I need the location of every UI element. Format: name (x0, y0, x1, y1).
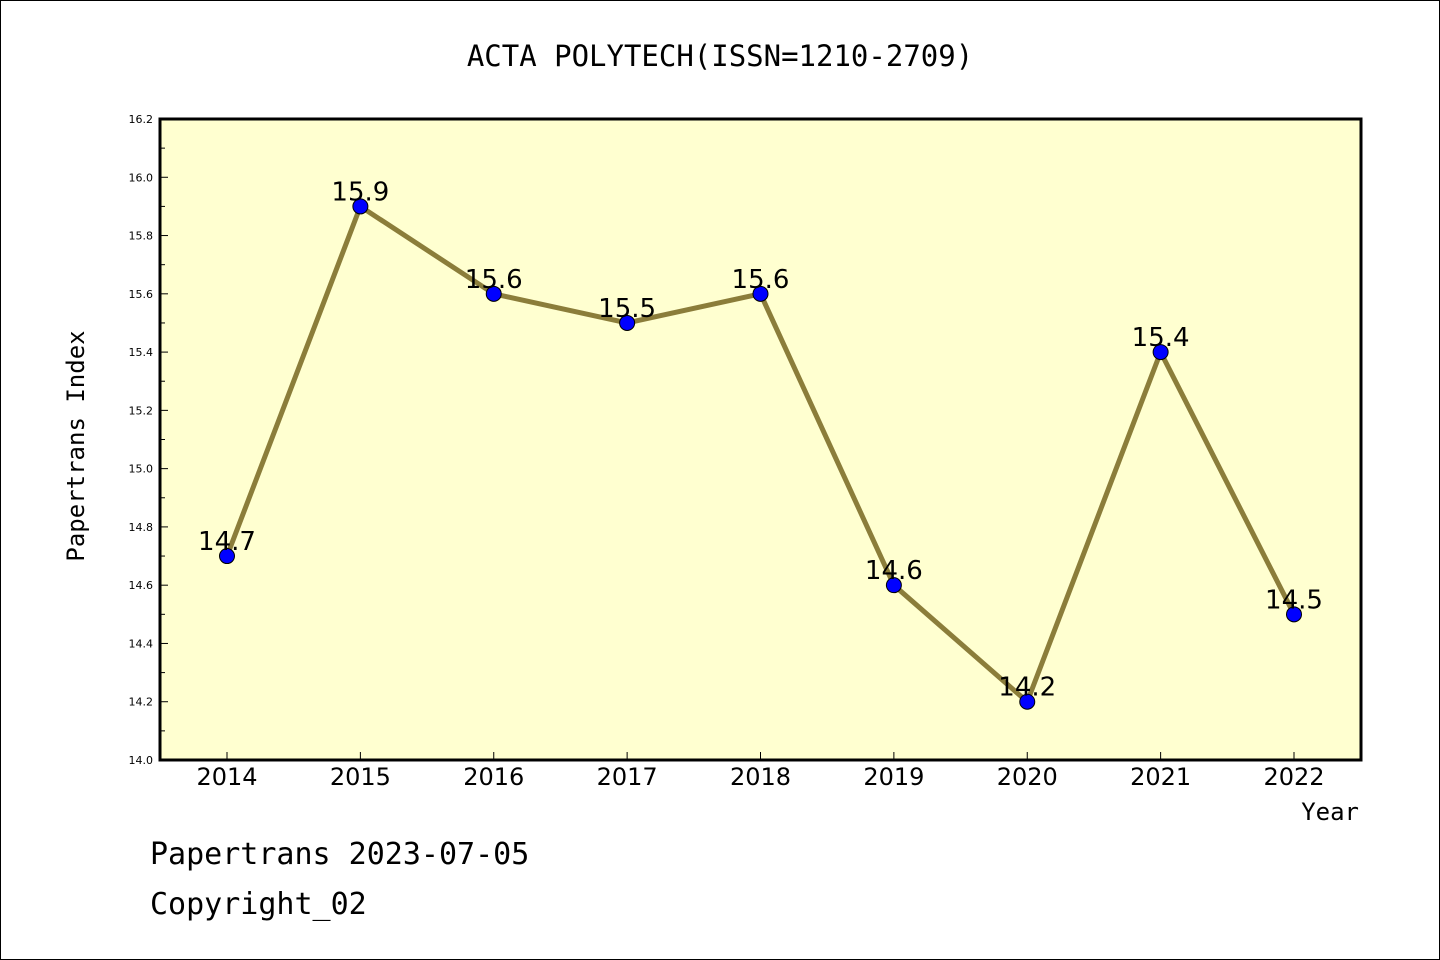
data-label: 15.6 (732, 265, 790, 295)
data-point (485, 285, 502, 302)
y-tick-label: 14.4 (129, 637, 154, 650)
y-tick-label: 14.6 (129, 579, 154, 592)
y-tick-label: 14.0 (129, 754, 154, 767)
x-axis-ticks: 2014 2015 2016 2017 2018 2019 2020 2021 2022 (196, 752, 1325, 791)
data-labels: 14.7 15.9 15.6 15.5 15.6 14.6 14.2 15.4 14.5 (198, 177, 1323, 702)
x-tick-label: 2016 (463, 763, 524, 791)
data-label: 14.6 (865, 556, 923, 586)
plot-area (158, 117, 1363, 762)
x-tick-label: 2021 (1130, 763, 1191, 791)
x-tick-label: 2017 (597, 763, 658, 791)
y-tick-label: 15.4 (129, 346, 154, 359)
data-label: 15.9 (331, 177, 389, 207)
data-point (1019, 693, 1036, 710)
data-label: 15.6 (465, 265, 523, 295)
data-label: 15.4 (1132, 323, 1190, 353)
x-tick-label: 2022 (1263, 763, 1324, 791)
data-label: 14.2 (998, 673, 1056, 703)
data-point (752, 285, 769, 302)
x-axis-label: Year (1301, 798, 1359, 826)
footer-copyright: Copyright_02 (150, 887, 367, 922)
y-tick-label: 15.0 (129, 463, 154, 476)
y-tick-label: 16.2 (129, 113, 154, 126)
data-point (352, 198, 369, 215)
x-tick-label: 2020 (997, 763, 1058, 791)
y-tick-label: 15.8 (129, 230, 154, 243)
y-tick-label: 15.6 (129, 288, 154, 301)
y-tick-label: 16.0 (129, 171, 154, 184)
data-point (219, 548, 235, 565)
data-point (619, 314, 636, 331)
y-tick-label: 14.2 (129, 696, 154, 709)
x-tick-label: 2019 (863, 763, 924, 791)
data-point (1152, 344, 1169, 361)
x-tick-label: 2015 (330, 763, 391, 791)
y-tick-label: 14.8 (129, 521, 154, 534)
y-axis-label: Papertrans Index (62, 330, 90, 561)
x-tick-label: 2014 (196, 763, 257, 791)
data-label: 14.7 (198, 527, 256, 557)
chart-title: ACTA POLYTECH(ISSN=1210-2709) (467, 39, 973, 73)
data-label: 14.5 (1265, 585, 1323, 615)
footer-date: Papertrans 2023-07-05 (150, 837, 529, 872)
series-markers (219, 198, 1302, 710)
data-point (1286, 606, 1302, 623)
y-axis-ticks: 14.0 14.2 14.4 14.6 14.8 15.0 15.2 15.4 15.6 15.8… (129, 113, 168, 767)
y-tick-label: 15.2 (129, 404, 154, 417)
data-label: 15.5 (598, 294, 656, 324)
x-tick-label: 2018 (730, 763, 791, 791)
data-point (885, 577, 902, 594)
